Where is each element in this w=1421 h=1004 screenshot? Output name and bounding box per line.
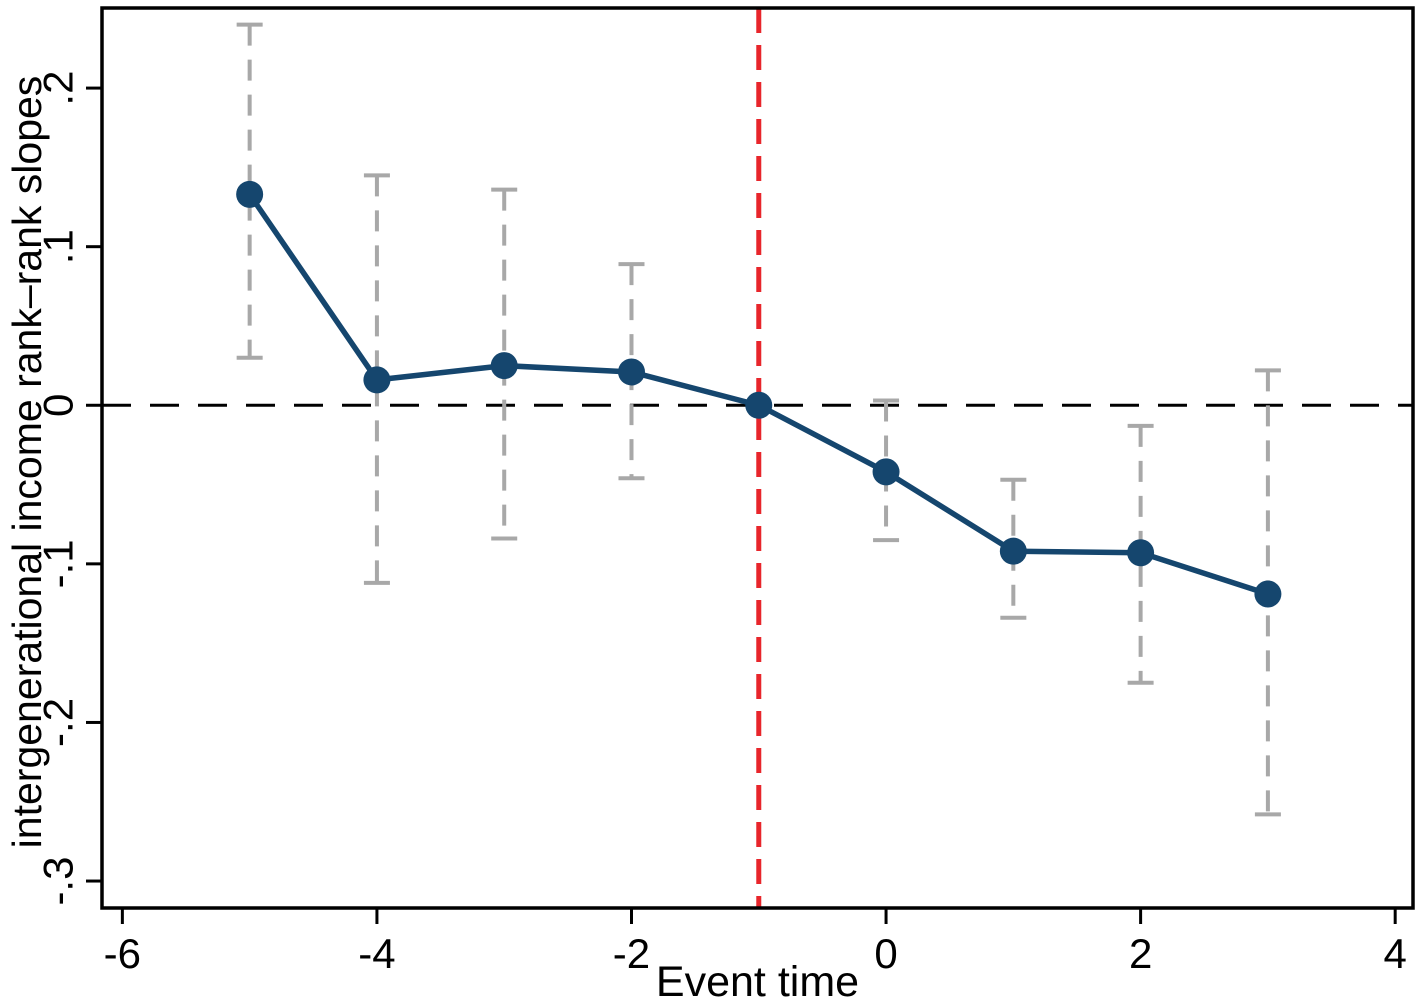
y-axis-tick-label: -.1	[35, 539, 82, 588]
x-axis-tick-label: 2	[1129, 930, 1152, 977]
x-axis-tick-label: -4	[358, 930, 395, 977]
y-axis-tick-label: -.2	[35, 698, 82, 747]
x-axis-title: Event time	[656, 958, 859, 1004]
y-axis-tick-label: .1	[35, 229, 82, 264]
y-axis-title: intergenerational income rank–rank slope…	[4, 76, 50, 849]
data-point	[490, 352, 518, 380]
x-axis-tick-label: 0	[874, 930, 897, 977]
data-point	[1127, 539, 1155, 567]
data-point	[236, 180, 264, 208]
data-point	[745, 391, 773, 419]
data-point	[999, 537, 1027, 565]
y-axis-tick-label: .2	[35, 71, 82, 106]
plot-border	[100, 6, 1415, 910]
data-point	[872, 458, 900, 486]
data-point	[1254, 580, 1282, 608]
x-axis-tick-label: -6	[104, 930, 141, 977]
data-point	[617, 358, 645, 386]
y-axis-tick-label: -.3	[35, 857, 82, 906]
x-axis-tick-label: 4	[1384, 930, 1407, 977]
x-axis-tick-label: -2	[613, 930, 650, 977]
y-axis-tick-label: 0	[35, 394, 82, 417]
data-point	[363, 366, 391, 394]
